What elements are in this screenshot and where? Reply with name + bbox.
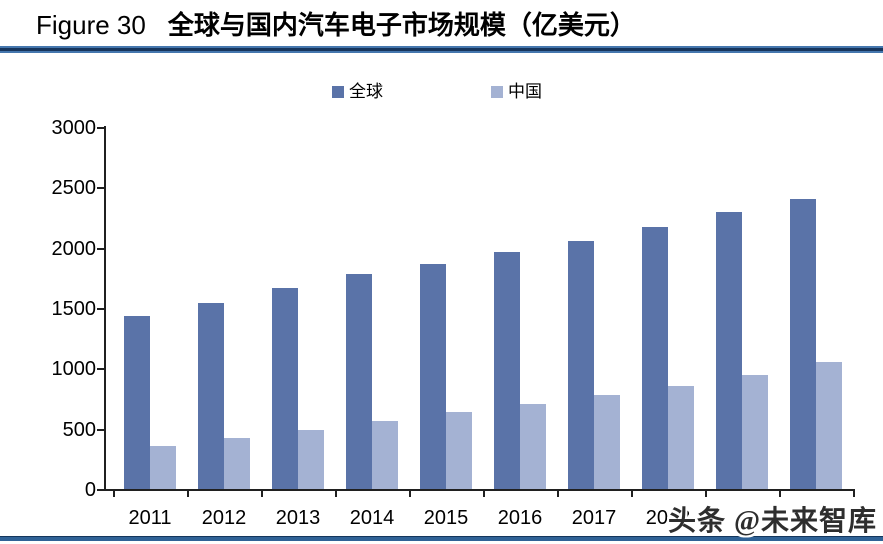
bar-china-col9 [816, 362, 842, 490]
x-axis-tick [779, 489, 781, 497]
bar-global-col9 [790, 199, 816, 490]
x-axis-tick [261, 489, 263, 497]
x-axis-label-2015: 2015 [423, 507, 469, 529]
x-axis-tick [483, 489, 485, 497]
y-axis-tick [97, 247, 104, 250]
x-axis-tick [335, 489, 337, 497]
y-axis-line [104, 126, 106, 491]
y-axis-tick [97, 368, 104, 371]
figure-title: Figure 30 全球与国内汽车电子市场规模（亿美元） [36, 6, 636, 44]
y-axis-tick [97, 127, 104, 129]
x-axis-tick [409, 489, 411, 497]
bottom-rule [0, 536, 883, 541]
bar-china-col8 [742, 375, 768, 490]
x-axis-tick [631, 489, 633, 497]
y-axis-label-500: 500 [62, 418, 96, 441]
bar-china-2011 [150, 445, 176, 490]
y-axis-tick [97, 489, 104, 491]
bar-china-2018 [668, 386, 694, 490]
x-axis-label-2017: 2017 [571, 507, 617, 529]
y-axis-label-0: 0 [84, 479, 96, 501]
y-axis-tick [97, 428, 104, 431]
x-axis-tick [187, 489, 189, 497]
legend-label-china: 中国 [508, 82, 542, 101]
x-axis-label-2011: 2011 [128, 507, 172, 529]
bar-global-2011 [124, 316, 150, 490]
y-axis-tick [97, 308, 104, 310]
bar-global-2015 [420, 264, 446, 490]
figure-number: Figure 30 [36, 10, 146, 40]
bar-global-2018 [642, 226, 668, 490]
bar-global-2014 [346, 274, 372, 490]
title-rule [0, 46, 883, 53]
legend-swatch-china [491, 86, 503, 98]
y-axis-label-1000: 1000 [51, 358, 97, 381]
y-axis-tick [97, 187, 104, 190]
x-axis-line [104, 489, 855, 491]
bar-china-2017 [594, 394, 620, 490]
x-axis-label-2012: 2012 [201, 507, 247, 529]
bar-global-2013 [272, 288, 298, 490]
bar-china-2012 [224, 438, 250, 490]
bar-global-2012 [198, 302, 224, 490]
bar-china-2013 [298, 429, 324, 490]
x-axis-tick [853, 489, 855, 497]
x-axis-tick [557, 489, 559, 497]
y-axis-label-3000: 3000 [51, 117, 97, 139]
legend-label-global: 全球 [349, 82, 383, 101]
bar-china-2015 [446, 411, 472, 490]
x-axis-label-2014: 2014 [349, 507, 395, 529]
y-axis-label-1500: 1500 [51, 298, 97, 320]
bar-global-2016 [494, 252, 520, 490]
bar-china-2014 [372, 421, 398, 490]
x-axis-label-2016: 2016 [497, 507, 543, 529]
x-axis-tick [705, 489, 707, 497]
x-axis-label-2018: 2018 [645, 507, 691, 529]
bar-global-col8 [716, 212, 742, 490]
bar-china-2016 [520, 404, 546, 490]
y-axis-label-2000: 2000 [51, 237, 97, 260]
figure-title-text: 全球与国内汽车电子市场规模（亿美元） [167, 11, 636, 40]
bar-global-2017 [568, 241, 594, 490]
watermark: 头条 @未来智库 [667, 506, 877, 537]
x-axis-label-2013: 2013 [275, 507, 321, 529]
legend-swatch-global [332, 86, 344, 98]
y-axis-label-2500: 2500 [51, 177, 97, 200]
x-axis-tick [113, 489, 115, 497]
